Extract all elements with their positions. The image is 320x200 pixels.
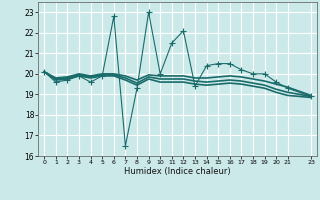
X-axis label: Humidex (Indice chaleur): Humidex (Indice chaleur) [124,167,231,176]
